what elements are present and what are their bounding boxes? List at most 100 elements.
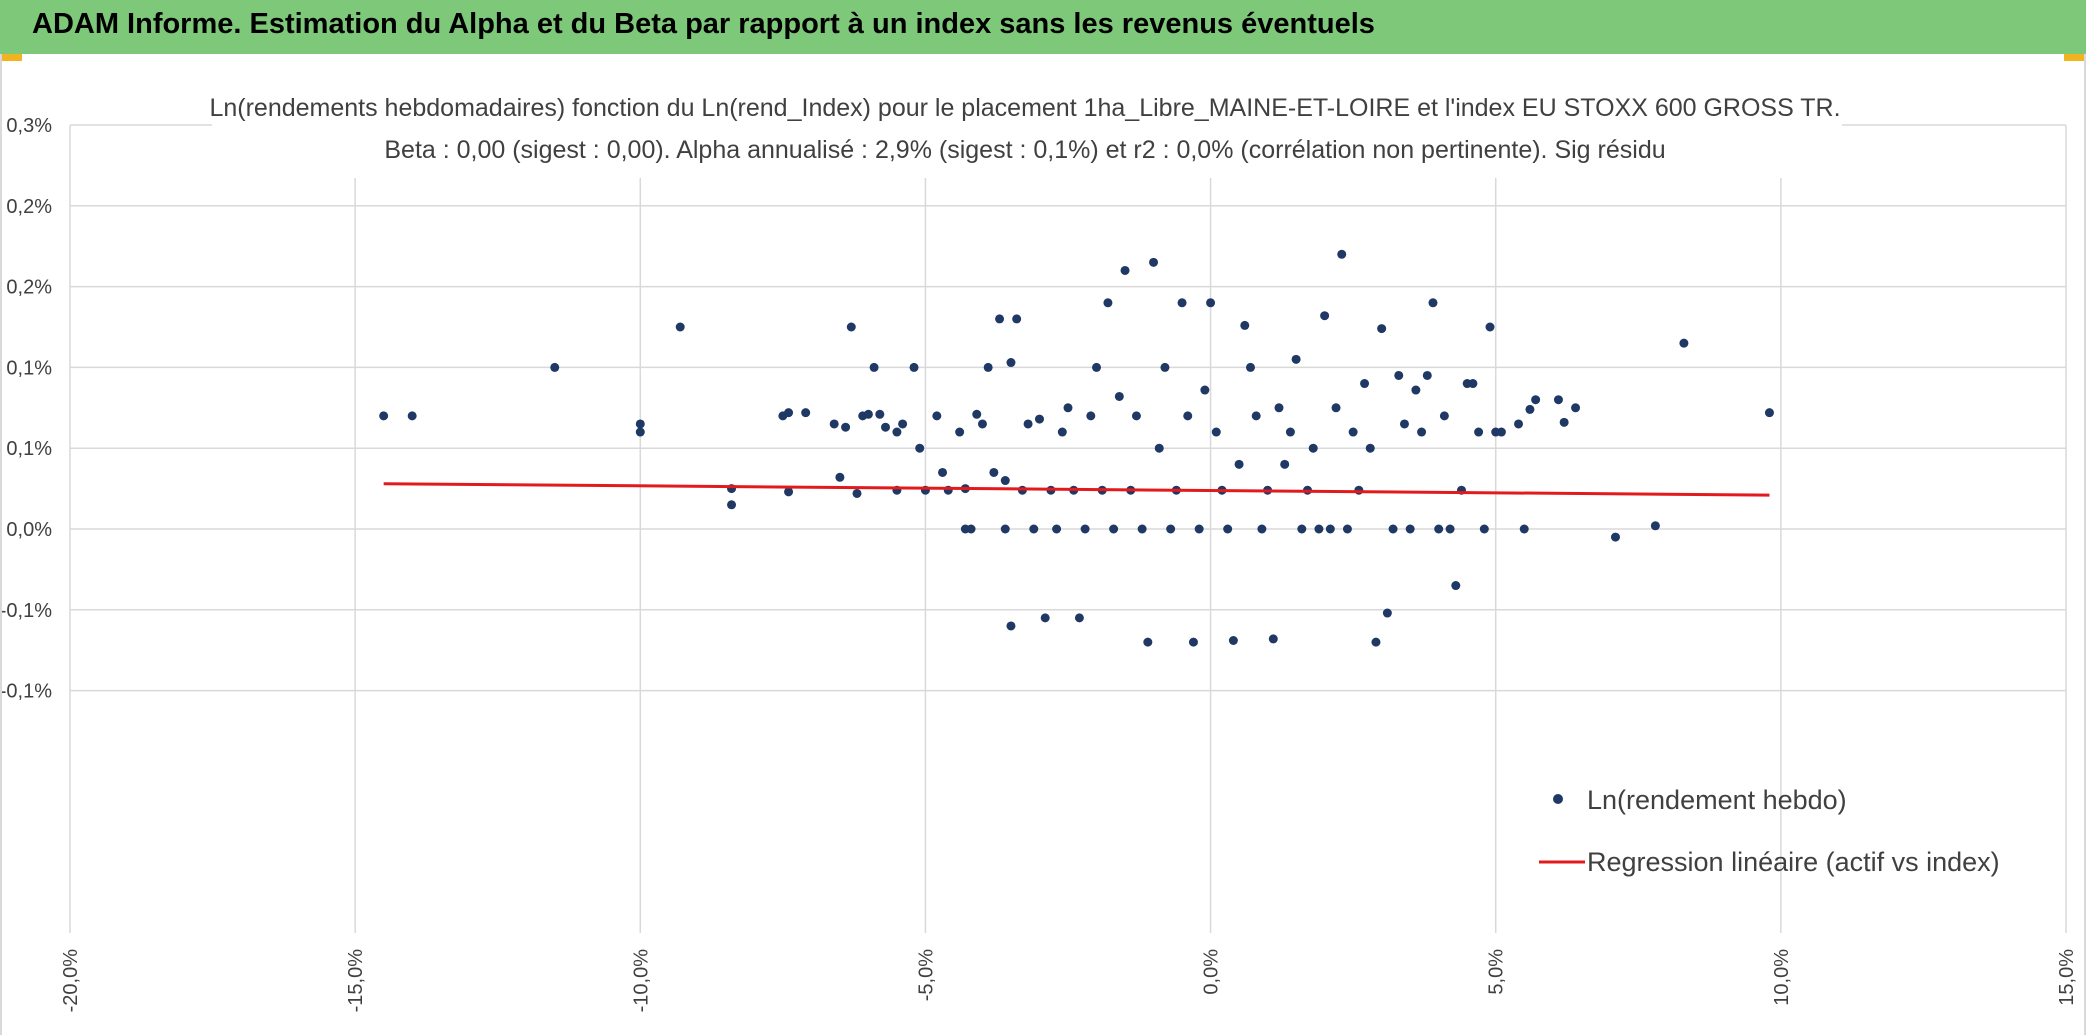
x-tick-label: -20,0% — [60, 949, 82, 1013]
data-point — [1314, 524, 1324, 534]
data-point — [892, 427, 902, 437]
data-point — [1000, 476, 1010, 486]
data-point — [1006, 621, 1016, 631]
data-point — [784, 487, 794, 497]
data-point — [675, 322, 685, 332]
y-tick-label: -0,1% — [2, 600, 52, 622]
x-tick-label: 10,0% — [1771, 949, 1793, 1006]
data-point — [1479, 524, 1489, 534]
data-point — [1371, 637, 1381, 647]
data-point — [1000, 524, 1010, 534]
data-point — [1234, 459, 1244, 469]
chart-title-line-2: Beta : 0,00 (sigest : 0,00). Alpha annua… — [384, 136, 1665, 164]
data-point — [835, 472, 845, 482]
data-point — [1428, 298, 1438, 308]
data-point — [1268, 634, 1278, 644]
data-point — [1388, 524, 1398, 534]
y-tick-label: 0,3% — [6, 115, 52, 137]
y-tick-label: 0,2% — [6, 277, 52, 299]
data-point — [915, 443, 925, 453]
data-point — [1063, 403, 1073, 413]
data-point — [932, 411, 942, 421]
data-point — [1131, 411, 1141, 421]
data-point — [1149, 257, 1159, 267]
data-point — [1006, 358, 1016, 368]
data-point — [881, 422, 891, 432]
data-point — [1143, 637, 1153, 647]
data-point — [966, 524, 976, 534]
data-point — [1485, 322, 1495, 332]
data-point — [989, 467, 999, 477]
chart-legend: Ln(rendement hebdo) Regression linéaire … — [1539, 785, 2000, 877]
data-point — [1571, 403, 1581, 413]
regression-line — [383, 482, 1770, 497]
data-point — [1194, 524, 1204, 534]
data-point — [1417, 427, 1427, 437]
data-point — [1120, 265, 1130, 275]
data-point — [846, 322, 856, 332]
data-point — [1297, 524, 1307, 534]
data-point — [1251, 411, 1261, 421]
data-point — [1365, 443, 1375, 453]
data-point — [1610, 532, 1620, 542]
x-tick-label: 15,0% — [2056, 949, 2078, 1006]
data-point — [1160, 362, 1170, 372]
y-tick-label: 0,2% — [6, 196, 52, 218]
x-tick-label: -15,0% — [345, 949, 367, 1013]
data-point — [1257, 524, 1267, 534]
y-tick-label: -0,1% — [2, 681, 52, 703]
data-point — [983, 362, 993, 372]
data-point — [784, 408, 794, 418]
data-point — [1245, 362, 1255, 372]
report-title: ADAM Informe. Estimation du Alpha et du … — [32, 8, 1375, 40]
data-point — [1080, 524, 1090, 534]
data-point — [1764, 408, 1774, 418]
chart-axes: 0,3% 0,2% 0,2% 0,1% 0,1% 0,0% -0,1% -0,1% -20,0%… — [2, 115, 2078, 1012]
data-point — [1422, 370, 1432, 380]
regression-line-group — [383, 482, 1770, 497]
data-point — [1274, 403, 1284, 413]
data-point — [875, 409, 885, 419]
data-point — [635, 427, 645, 437]
data-point — [1052, 524, 1062, 534]
data-point — [1360, 379, 1370, 389]
data-point — [1559, 417, 1569, 427]
data-point — [898, 419, 908, 429]
data-point — [1382, 608, 1392, 618]
chart-grid — [69, 124, 2067, 933]
data-point — [1012, 314, 1022, 324]
data-point — [1514, 419, 1524, 429]
legend-label-points: Ln(rendement hebdo) — [1587, 785, 1847, 815]
data-point — [1496, 427, 1506, 437]
x-tick-label: -10,0% — [630, 949, 652, 1013]
data-point — [1325, 524, 1335, 534]
data-point — [1434, 524, 1444, 534]
data-point — [995, 314, 1005, 324]
data-point — [379, 411, 389, 421]
chart-area: 0,3% 0,2% 0,2% 0,1% 0,1% 0,0% -0,1% -0,1% -20,0%… — [0, 54, 2086, 1035]
data-point — [955, 427, 965, 437]
y-tick-label: 0,0% — [6, 519, 52, 541]
data-point — [909, 362, 919, 372]
y-tick-label: 0,1% — [6, 357, 52, 379]
data-point — [1399, 419, 1409, 429]
data-point — [1240, 320, 1250, 330]
data-point — [1348, 427, 1358, 437]
report-banner: ADAM Informe. Estimation du Alpha et du … — [0, 0, 2086, 54]
x-tick-label: 5,0% — [1486, 949, 1508, 995]
data-point — [1092, 362, 1102, 372]
data-point — [977, 419, 987, 429]
data-point — [1103, 298, 1113, 308]
data-point — [1137, 524, 1147, 534]
data-point — [801, 408, 811, 418]
data-point — [1679, 338, 1689, 348]
data-point — [1228, 636, 1238, 646]
data-point — [1177, 298, 1187, 308]
data-point — [550, 362, 560, 372]
data-point — [1200, 385, 1210, 395]
data-point — [1531, 395, 1541, 405]
corner-accent-left — [0, 54, 22, 61]
data-point — [1057, 427, 1067, 437]
data-point — [1285, 427, 1295, 437]
data-point — [1154, 443, 1164, 453]
